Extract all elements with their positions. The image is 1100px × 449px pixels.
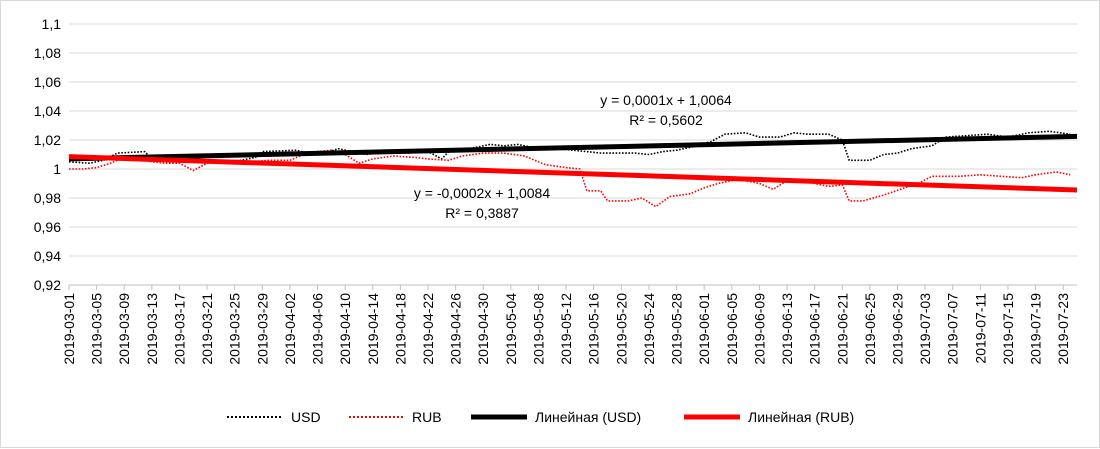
x-tick-label: 2019-06-09: [751, 293, 767, 365]
rub-equation-label: y = -0,0002x + 1,0084: [414, 185, 550, 201]
x-tick-label: 2019-06-05: [724, 293, 740, 365]
x-tick-label: 2019-03-29: [254, 293, 270, 365]
usd-equation-label: y = 0,0001x + 1,0064: [600, 92, 732, 108]
x-tick-label: 2019-05-12: [558, 293, 574, 365]
x-tick-label: 2019-07-15: [1000, 293, 1016, 365]
y-tick-label: 1: [53, 161, 61, 177]
y-tick-label: 0,92: [34, 277, 61, 293]
y-tick-label: 1,02: [34, 132, 61, 148]
x-tick-label: 2019-03-05: [89, 293, 105, 365]
x-tick-label: 2019-07-11: [972, 293, 988, 364]
x-tick-label: 2019-07-03: [917, 293, 933, 365]
x-tick-label: 2019-05-20: [613, 293, 629, 365]
y-tick-label: 0,94: [34, 248, 61, 264]
x-tick-label: 2019-03-09: [116, 293, 132, 365]
x-tick-label: 2019-05-08: [530, 293, 546, 365]
y-tick-label: 1,06: [34, 74, 61, 90]
x-tick-label: 2019-04-14: [365, 293, 381, 365]
x-tick-label: 2019-07-19: [1028, 293, 1044, 365]
x-tick-label: 2019-04-22: [420, 293, 436, 365]
x-tick-label: 2019-06-01: [696, 293, 712, 365]
x-tick-label: 2019-04-26: [448, 293, 464, 365]
x-tick-label: 2019-03-25: [227, 293, 243, 365]
x-tick-label: 2019-04-10: [337, 293, 353, 365]
x-tick-label: 2019-03-13: [144, 293, 160, 365]
usd-r2-label: R² = 0,5602: [629, 112, 703, 128]
x-tick-label: 2019-04-02: [282, 293, 298, 365]
x-tick-label: 2019-05-16: [586, 293, 602, 365]
x-tick-label: 2019-03-21: [199, 293, 215, 365]
x-tick-label: 2019-06-25: [862, 293, 878, 365]
rub-r2-label: R² = 0,3887: [445, 205, 519, 221]
legend-usd-trend-label: Линейная (USD): [535, 409, 641, 425]
legend-rub-trend-label: Линейная (RUB): [748, 409, 854, 425]
y-tick-label: 0,96: [34, 219, 61, 235]
y-tick-label: 1,04: [34, 103, 61, 119]
x-tick-label: 2019-06-29: [889, 293, 905, 365]
legend-rub-label: RUB: [412, 409, 442, 425]
x-tick-label: 2019-05-24: [641, 293, 657, 365]
x-tick-label: 2019-04-06: [310, 293, 326, 365]
x-tick-label: 2019-05-28: [669, 293, 685, 365]
x-tick-label: 2019-06-17: [807, 293, 823, 365]
y-tick-label: 0,98: [34, 190, 61, 206]
x-tick-label: 2019-04-30: [475, 293, 491, 365]
x-tick-label: 2019-03-01: [61, 293, 77, 365]
x-tick-label: 2019-07-07: [945, 293, 961, 365]
y-tick-label: 1,08: [34, 45, 61, 61]
x-tick-label: 2019-04-18: [392, 293, 408, 365]
x-tick-label: 2019-03-17: [171, 293, 187, 365]
trendline-usd: [68, 133, 1078, 162]
x-tick-label: 2019-07-23: [1055, 293, 1071, 365]
x-tick-label: 2019-06-13: [779, 293, 795, 365]
x-tick-label: 2019-05-04: [503, 293, 519, 365]
x-tick-label: 2019-06-21: [834, 293, 850, 365]
legend-usd-label: USD: [291, 409, 321, 425]
y-tick-label: 1,1: [42, 16, 62, 32]
trendline-rub: [68, 154, 1078, 193]
